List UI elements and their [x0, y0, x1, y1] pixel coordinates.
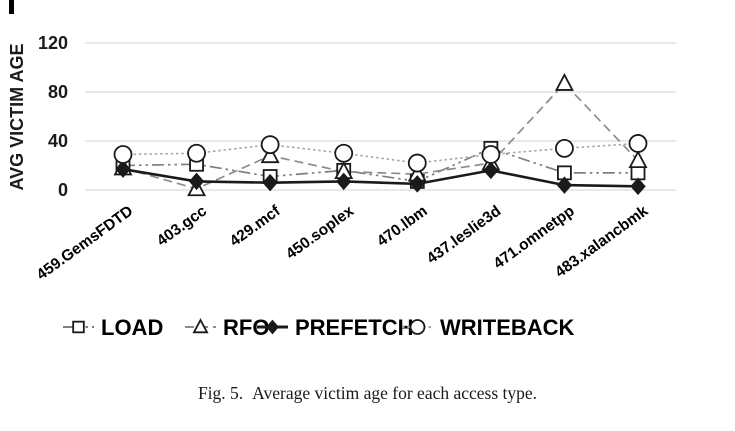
data-point-marker-triangle [260, 145, 280, 164]
data-point-marker-diamond [336, 172, 352, 191]
series-line-rfo [122, 82, 639, 190]
artifact-mark [9, 0, 14, 14]
data-point-marker-circle [481, 145, 501, 164]
series-line-writeback [122, 142, 639, 164]
legend-label: PREFETCH [295, 315, 414, 340]
x-category-label: 470.lbm [374, 202, 431, 250]
data-point-marker-diamond [266, 319, 279, 335]
figure-caption-text: Average victim age for each access type. [252, 383, 538, 403]
data-point-marker-diamond [630, 177, 646, 196]
x-category-label: 450.soplex [283, 202, 357, 263]
data-point-marker-square [630, 165, 646, 181]
data-point-marker-circle [407, 153, 427, 173]
x-category-label: 429.mcf [227, 202, 284, 250]
figure-caption-label: Fig. 5. [197, 383, 244, 403]
data-point-marker-diamond [262, 173, 278, 192]
series-line-load [122, 147, 638, 183]
y-tick-label: 0 [58, 180, 68, 200]
data-point-marker-diamond [556, 176, 573, 194]
chart-canvas: 0 40 80 120 AVG VICTIM AGE 459.GemsFDTD 403.gc… [7, 0, 676, 340]
y-tick-label: 120 [38, 33, 68, 53]
data-point-marker-circle [187, 143, 206, 163]
data-point-marker-diamond [409, 175, 425, 193]
data-point-marker-diamond [115, 160, 131, 178]
figure-caption: Fig. 5. Average victim age for each acces… [0, 383, 735, 404]
data-point-marker-circle [555, 138, 574, 158]
data-point-marker-diamond [483, 161, 499, 180]
series-line-prefetch [122, 167, 639, 188]
y-tick-label: 40 [48, 131, 68, 151]
x-category-label: 403.gcc [154, 202, 210, 249]
data-point-marker-triangle [628, 150, 648, 169]
data-point-marker-circle [260, 135, 280, 155]
y-tick-label: 80 [48, 82, 68, 102]
data-point-marker-circle [628, 134, 648, 153]
legend-label: LOAD [101, 315, 163, 340]
data-point-marker-triangle [192, 318, 209, 334]
data-point-marker-square [72, 320, 85, 334]
data-point-marker-circle [334, 143, 354, 163]
data-point-marker-circle [113, 145, 133, 164]
data-point-marker-triangle [554, 73, 574, 91]
data-point-marker-diamond [188, 172, 205, 191]
y-axis-title: AVG VICTIM AGE [7, 43, 27, 190]
legend-label: WRITEBACK [440, 315, 575, 340]
x-category-label: 459.GemsFDTD [34, 202, 137, 283]
data-point-marker-circle [409, 319, 426, 335]
